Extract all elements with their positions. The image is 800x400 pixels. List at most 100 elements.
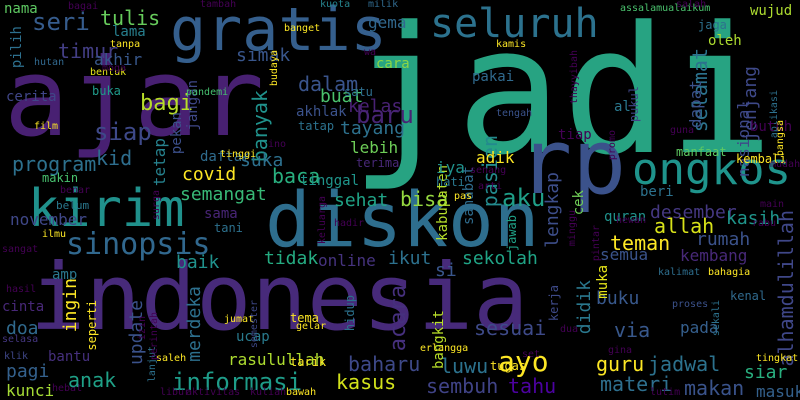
word: dua — [560, 324, 579, 335]
word: bahagia — [708, 267, 751, 278]
word: cerita — [6, 89, 57, 105]
word: tani — [214, 221, 243, 235]
word: beri — [640, 184, 674, 200]
word: masuk — [756, 382, 800, 400]
word: proses — [672, 299, 709, 310]
word: pandemi — [186, 87, 229, 98]
word: november — [10, 210, 88, 229]
word: rabu — [752, 218, 777, 229]
word: ajar — [4, 36, 265, 161]
word: diskon — [265, 175, 540, 264]
word: desember — [650, 202, 737, 223]
word: tengah — [496, 108, 533, 119]
word: muka — [595, 265, 611, 299]
word: wujud — [750, 3, 793, 19]
word: surga — [151, 190, 162, 221]
word: program — [12, 152, 97, 176]
word: sangat — [2, 244, 39, 255]
word: informasi — [172, 368, 303, 396]
word: set — [522, 349, 541, 360]
word: libur — [160, 387, 191, 398]
word: hewan — [616, 215, 647, 226]
word: tetap — [150, 138, 169, 187]
word: oleh — [708, 33, 742, 49]
word: dalam — [298, 72, 359, 96]
word: via — [614, 318, 651, 342]
word: kirim — [28, 179, 185, 239]
word: kerja — [547, 285, 561, 322]
word: rp — [518, 110, 627, 215]
word: doa — [6, 318, 39, 339]
word: quran — [604, 209, 647, 225]
word: benar — [60, 185, 91, 196]
word: gratis — [170, 0, 387, 65]
word: hadir — [334, 218, 365, 229]
word: milik — [368, 0, 399, 10]
word: perintah — [149, 312, 160, 361]
word: gelar — [296, 321, 327, 332]
word: didik — [574, 280, 595, 335]
word: kembang — [680, 246, 748, 265]
word: bagi — [140, 91, 193, 116]
word: kasus — [336, 370, 397, 394]
word: kid — [96, 146, 133, 170]
word: satu — [344, 85, 373, 99]
word: tugas — [490, 359, 527, 373]
word: si — [435, 260, 457, 281]
word: pakai — [472, 69, 515, 85]
word: jadi — [350, 0, 774, 194]
word: kunci — [6, 381, 55, 400]
word: akhir — [94, 50, 143, 69]
word: lutim — [650, 387, 681, 398]
word: seperti — [85, 300, 99, 351]
word: lama — [112, 24, 146, 40]
word: sekolah — [462, 248, 538, 269]
word: bantu — [48, 349, 91, 365]
word: guna — [670, 125, 695, 136]
word: anak — [68, 368, 117, 392]
word: film — [34, 121, 59, 132]
word: semangat — [180, 184, 267, 205]
word: simak — [236, 45, 291, 66]
word: assalamualaikum — [620, 3, 711, 14]
word: akhlak — [296, 104, 347, 120]
word: materi — [600, 372, 673, 396]
word: jaga — [698, 18, 727, 32]
word: rumah — [696, 229, 751, 250]
word: jawab — [505, 215, 519, 252]
word: tanpa — [110, 39, 141, 50]
word: hebat — [52, 383, 83, 394]
word: ongkos — [632, 144, 791, 195]
word: ikut — [388, 248, 432, 269]
word: budaya — [269, 50, 280, 87]
word: amp — [52, 267, 78, 283]
word: baharu — [348, 352, 421, 376]
word: saleh — [156, 353, 187, 364]
word: wa — [364, 47, 377, 58]
word: baru — [356, 101, 414, 129]
word: kembali — [736, 152, 787, 166]
word: merdeka — [184, 286, 205, 362]
word: ino — [268, 139, 287, 150]
word: kelas — [348, 96, 403, 117]
word: alhamdulillah — [774, 210, 798, 367]
word: pintar — [591, 225, 602, 262]
word: lengkap — [542, 172, 563, 248]
word: hutan — [34, 57, 65, 68]
word: ilmu — [42, 229, 67, 240]
word: guru — [596, 352, 645, 376]
word: banget — [284, 23, 321, 34]
word: suka — [240, 150, 284, 171]
word: timur — [58, 39, 119, 63]
word: pada — [680, 318, 719, 337]
word: cinta — [2, 299, 45, 315]
word: ucap — [236, 329, 270, 345]
word: izin — [137, 316, 148, 341]
word: adik — [476, 148, 515, 167]
word: bangkit — [431, 310, 447, 370]
word: sehat — [334, 190, 389, 211]
word: sama — [204, 206, 238, 222]
word: tinggi — [220, 149, 257, 160]
word: baca — [272, 164, 321, 188]
